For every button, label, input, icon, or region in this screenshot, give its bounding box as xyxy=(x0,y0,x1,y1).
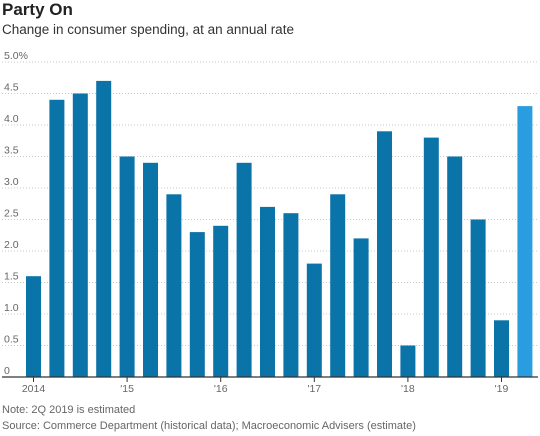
bar xyxy=(49,99,65,378)
bar xyxy=(494,320,509,377)
y-tick-label: 3.5 xyxy=(4,145,19,157)
bar xyxy=(470,219,486,377)
y-tick-label: 2.0 xyxy=(4,239,19,251)
bar xyxy=(189,232,205,377)
tick-labels: 5.0% 4.5 4.0 3.5 3.0 2.5 2.0 1.5 1.0 0.5 0 2014 '15 '… xyxy=(4,50,509,395)
bar xyxy=(236,162,252,377)
x-tick-label: '16 xyxy=(214,383,228,395)
bar xyxy=(213,225,229,377)
y-tick-label: 4.0 xyxy=(4,113,19,125)
x-tick-label: '19 xyxy=(495,383,509,395)
bar xyxy=(400,345,416,377)
y-tick-label: 1.5 xyxy=(4,271,19,283)
y-tick-label: 0.5 xyxy=(4,334,19,346)
chart-note: Note: 2Q 2019 is estimated xyxy=(2,404,136,416)
bar xyxy=(353,238,369,377)
y-tick-label: 4.5 xyxy=(4,82,19,94)
x-tick-label: '18 xyxy=(401,383,415,395)
y-tick-label: 0 xyxy=(4,365,10,377)
x-tick-label: '15 xyxy=(120,383,134,395)
bar xyxy=(377,131,392,377)
bar-estimate xyxy=(517,106,533,377)
bar xyxy=(306,263,322,377)
x-tick-label: 2014 xyxy=(22,383,46,395)
bar xyxy=(166,194,182,377)
bar xyxy=(143,162,158,377)
bar-chart: 5.0% 4.5 4.0 3.5 3.0 2.5 2.0 1.5 1.0 0.5 0 2014 '15 '… xyxy=(2,50,538,395)
x-tick-label: '17 xyxy=(307,383,321,395)
bar xyxy=(119,156,135,377)
y-tick-label: 1.0 xyxy=(4,302,19,314)
bars xyxy=(26,80,533,378)
bar xyxy=(72,93,88,377)
chart-source: Source: Commerce Department (historical … xyxy=(2,420,416,432)
bar xyxy=(447,156,463,377)
bar xyxy=(283,213,299,377)
y-tick-label: 2.5 xyxy=(4,208,19,220)
bar xyxy=(260,206,275,377)
y-tick-label: 5.0% xyxy=(4,50,28,62)
chart-subtitle: Change in consumer spending, at an annua… xyxy=(2,22,294,37)
bar xyxy=(96,80,112,378)
bar xyxy=(330,194,346,377)
bar xyxy=(26,276,41,377)
y-tick-label: 3.0 xyxy=(4,176,19,188)
bar xyxy=(423,137,439,377)
x-axis xyxy=(2,376,538,382)
chart-title: Party On xyxy=(2,0,73,19)
